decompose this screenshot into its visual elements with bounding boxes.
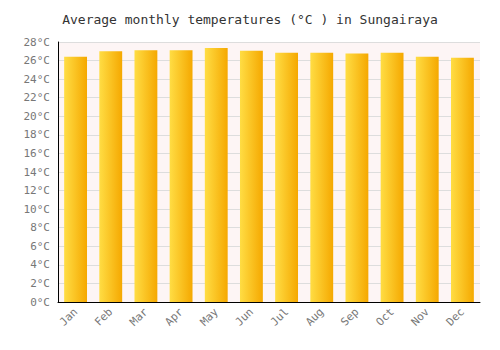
svg-text:Feb: Feb [92, 305, 115, 328]
svg-text:10°C: 10°C [24, 203, 51, 216]
svg-text:Jun: Jun [233, 305, 256, 328]
svg-text:Oct: Oct [373, 305, 396, 328]
svg-text:28°C: 28°C [24, 36, 51, 49]
svg-text:2°C: 2°C [30, 277, 50, 290]
svg-text:4°C: 4°C [30, 258, 50, 271]
svg-text:Mar: Mar [127, 305, 150, 328]
svg-text:0°C: 0°C [30, 296, 50, 309]
svg-text:Jan: Jan [57, 305, 80, 328]
svg-text:20°C: 20°C [24, 110, 51, 123]
svg-text:24°C: 24°C [24, 73, 51, 86]
svg-text:May: May [198, 305, 221, 328]
svg-text:18°C: 18°C [24, 128, 51, 141]
svg-text:8°C: 8°C [30, 221, 50, 234]
svg-text:Apr: Apr [162, 305, 185, 328]
svg-text:26°C: 26°C [24, 54, 51, 67]
svg-text:Sep: Sep [338, 305, 361, 328]
svg-text:6°C: 6°C [30, 240, 50, 253]
svg-text:12°C: 12°C [24, 184, 51, 197]
svg-text:22°C: 22°C [24, 91, 51, 104]
svg-text:Jul: Jul [268, 305, 291, 328]
svg-text:Nov: Nov [409, 305, 432, 328]
svg-text:Dec: Dec [444, 305, 467, 328]
svg-text:Average monthly temperatures (: Average monthly temperatures (°C ) in Su… [62, 12, 438, 27]
svg-text:14°C: 14°C [24, 166, 51, 179]
svg-text:Aug: Aug [303, 305, 326, 328]
svg-text:16°C: 16°C [24, 147, 51, 160]
